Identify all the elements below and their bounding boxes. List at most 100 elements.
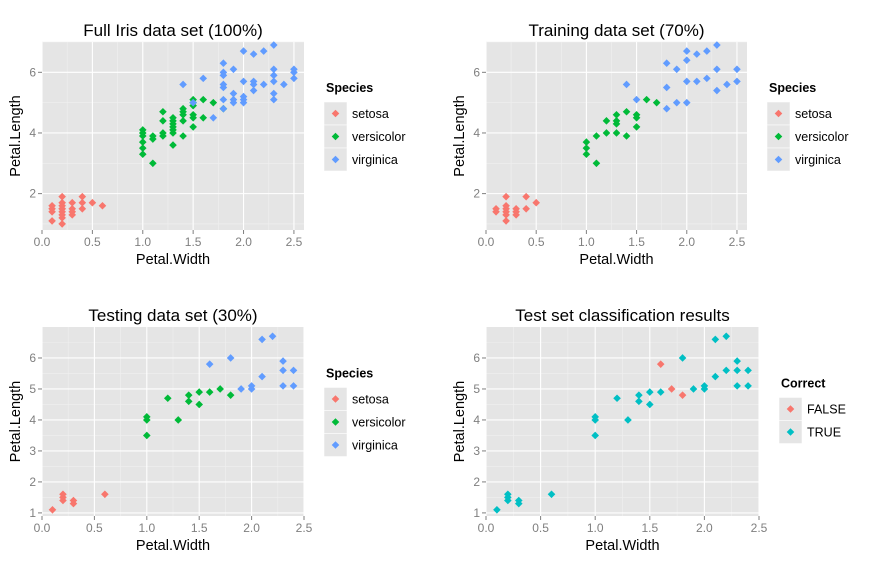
legend: Correct FALSE TRUE: [778, 377, 846, 444]
legend-key-symbol: [331, 418, 340, 426]
x-tick-label: 2.0: [243, 521, 260, 535]
data-point: [169, 141, 177, 149]
series-versicolor: [143, 385, 235, 440]
data-point: [199, 95, 208, 104]
data-point: [205, 360, 214, 368]
legend-label: versicolor: [795, 130, 849, 144]
data-point: [632, 123, 641, 131]
data-point: [713, 65, 721, 74]
data-point: [512, 204, 520, 213]
data-point: [703, 47, 711, 55]
data-point: [237, 385, 245, 393]
y-tick-label: 6: [473, 65, 480, 79]
data-point: [138, 150, 147, 158]
legend-key-symbol: [786, 428, 795, 436]
data-point: [209, 114, 218, 122]
data-point: [68, 204, 77, 213]
series-setosa: [48, 490, 109, 514]
data-point: [744, 382, 752, 390]
data-point: [678, 354, 687, 362]
data-point: [159, 117, 167, 125]
data-point: [522, 204, 530, 213]
data-point: [163, 394, 172, 403]
data-point: [689, 385, 698, 393]
data-point: [290, 65, 298, 74]
y-tick-label: 3: [473, 444, 480, 458]
data-point: [58, 198, 66, 207]
data-point: [226, 391, 235, 399]
data-point: [612, 129, 621, 137]
x-tick-label: 1.5: [185, 235, 202, 249]
data-point: [229, 89, 238, 98]
y-axis-title: Petal.Length: [452, 95, 468, 176]
data-point: [179, 104, 187, 113]
data-point: [613, 394, 621, 403]
data-point: [682, 56, 691, 64]
data-point: [591, 413, 599, 421]
data-point: [269, 71, 278, 80]
data-point: [667, 385, 676, 393]
data-point: [68, 198, 77, 207]
data-point: [493, 506, 501, 514]
x-tick-label: 1.0: [138, 521, 155, 535]
data-point: [169, 114, 177, 122]
data-point: [48, 201, 56, 210]
data-point: [239, 92, 248, 101]
legend-label: setosa: [352, 107, 389, 121]
data-point: [249, 50, 258, 58]
data-point: [179, 132, 187, 140]
data-point: [622, 132, 631, 140]
y-tick-label: 2: [473, 475, 480, 489]
data-point: [268, 332, 277, 341]
data-point: [219, 68, 228, 77]
data-point: [189, 123, 197, 131]
data-point: [159, 129, 167, 137]
y-tick-label: 2: [29, 187, 36, 201]
data-point: [259, 80, 268, 89]
data-point: [744, 366, 752, 375]
y-tick-label: 4: [473, 126, 480, 140]
series-virginica: [622, 41, 741, 113]
data-point: [289, 366, 298, 375]
legend-label: virginica: [352, 153, 398, 167]
data-point: [733, 357, 741, 365]
data-point: [69, 496, 78, 505]
chart-title: Testing data set (30%): [88, 306, 257, 325]
series-virginica: [179, 41, 298, 122]
data-point: [514, 496, 523, 505]
data-point: [258, 372, 266, 381]
data-point: [693, 77, 701, 86]
x-tick-label: 2.5: [296, 521, 313, 535]
legend-title: Species: [326, 81, 373, 95]
data-point: [48, 217, 56, 225]
data-point: [189, 110, 197, 119]
data-point: [722, 332, 731, 341]
data-point: [199, 74, 208, 83]
data-point: [249, 86, 258, 95]
legend-key-symbol: [331, 395, 340, 403]
chart-title: Training data set (70%): [528, 21, 704, 40]
data-point: [219, 59, 228, 68]
data-point: [582, 150, 591, 158]
y-tick-label: 1: [29, 506, 36, 520]
data-point: [98, 201, 107, 210]
data-point: [195, 400, 203, 409]
data-point: [209, 98, 218, 107]
data-point: [592, 132, 601, 140]
legend-label: virginica: [352, 439, 398, 453]
legend-key-symbol: [331, 155, 340, 164]
y-tick-label: 4: [29, 413, 36, 427]
data-point: [101, 490, 109, 499]
data-point: [711, 372, 720, 381]
data-point: [199, 114, 208, 122]
data-point: [280, 80, 288, 89]
series-TRUE: [493, 332, 752, 514]
data-point: [48, 506, 57, 514]
data-point: [502, 217, 510, 225]
x-tick-label: 2.0: [696, 521, 713, 535]
data-point: [635, 391, 643, 399]
data-point: [269, 77, 278, 86]
legend-key-symbol: [774, 155, 783, 164]
data-point: [143, 431, 151, 440]
